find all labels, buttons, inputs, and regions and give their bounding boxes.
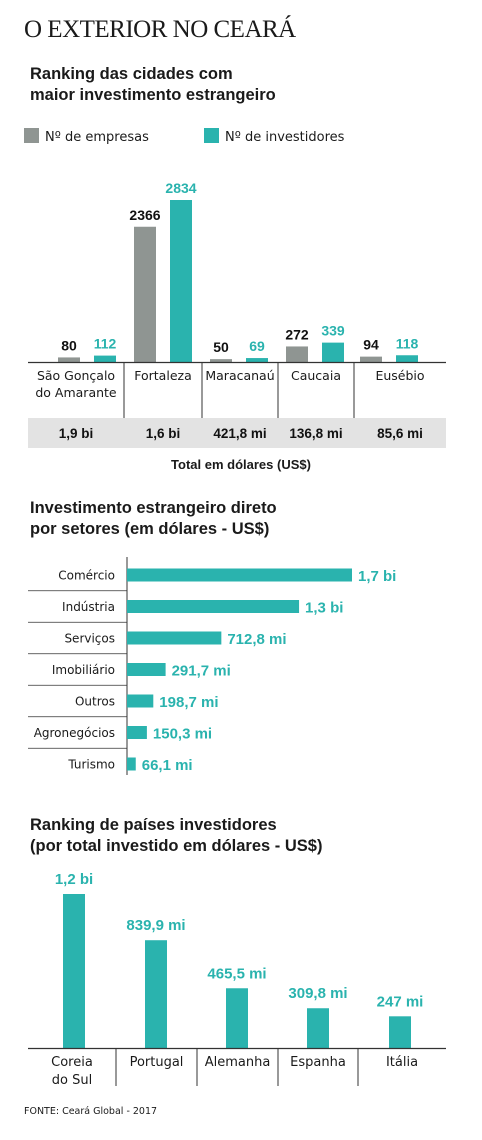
chart3-title: Ranking de países investidores (por tota… [30, 815, 322, 857]
bar-empresas [360, 356, 382, 362]
legend-item-investidores: Nº de investidores [204, 128, 344, 145]
sector-bar [127, 726, 147, 739]
country-bar [226, 988, 248, 1048]
total-value: 421,8 mi [213, 426, 266, 441]
data-label-investidores: 118 [396, 335, 419, 351]
data-label-investidores: 339 [321, 323, 345, 339]
total-value: 1,6 bi [146, 426, 181, 441]
legend-item-empresas: Nº de empresas [24, 128, 149, 145]
data-label-empresas: 94 [363, 337, 379, 353]
sector-investment-chart: Comércio 1,7 bi Indústria 1,3 bi Serviços 712… [28, 557, 396, 775]
chart3-title-line-2: (por total investido em dólares - US$) [30, 837, 323, 855]
country-label: Itália [386, 1055, 418, 1070]
sector-label: Indústria [62, 600, 115, 614]
sector-value-label: 1,7 bi [358, 568, 396, 585]
bar-empresas [134, 226, 156, 362]
legend-swatch-gray [24, 128, 39, 143]
legend-label-empresas: Nº de empresas [45, 130, 149, 145]
bar-investidores [322, 342, 344, 362]
country-ranking-chart: 1,2 bi Coreia do Sul 839,9 mi Portugal 465,5 … [28, 871, 446, 1088]
total-value: 85,6 mi [377, 426, 423, 441]
chart1-title-line-2: maior investimento estrangeiro [30, 86, 276, 104]
country-label: Coreia [51, 1055, 93, 1070]
category-label: Eusébio [375, 368, 424, 383]
chart2-title-line-1: Investimento estrangeiro direto [30, 499, 277, 517]
sector-bar [127, 631, 222, 645]
country-value-label: 309,8 mi [288, 985, 347, 1002]
country-label: Espanha [290, 1055, 346, 1070]
page-title: O EXTERIOR NO CEARÁ [24, 16, 296, 43]
country-bar [63, 894, 85, 1048]
chart3-title-line-1: Ranking de países investidores [30, 816, 277, 834]
bar-investidores [94, 355, 116, 362]
legend-swatch-teal [204, 128, 219, 143]
chart2-title-line-2: por setores (em dólares - US$) [30, 520, 270, 538]
sector-label: Imobiliário [52, 663, 115, 677]
city-ranking-chart: 80 112 São Gonçalo do Amarante 2366 2834 Forta… [28, 180, 446, 448]
data-label-empresas: 272 [285, 326, 309, 342]
data-label-empresas: 50 [213, 339, 229, 355]
sector-label: Turismo [67, 758, 115, 772]
country-bar [145, 940, 167, 1048]
sector-label: Comércio [58, 569, 115, 583]
sector-bar [127, 568, 352, 582]
category-label: São Gonçalo [37, 368, 115, 383]
country-bar [389, 1016, 411, 1048]
data-label-investidores: 69 [249, 338, 265, 354]
chart1-title-line-1: Ranking das cidades com [30, 65, 233, 83]
country-label: Portugal [130, 1055, 184, 1070]
country-value-label: 1,2 bi [55, 871, 93, 888]
country-label: do Sul [52, 1073, 92, 1088]
bar-investidores [170, 200, 192, 362]
data-label-investidores: 2834 [165, 180, 196, 196]
bar-empresas [286, 346, 308, 362]
total-value: 136,8 mi [289, 426, 342, 441]
category-label: Caucaia [291, 368, 341, 383]
totals-band [28, 418, 446, 448]
sector-value-label: 150,3 mi [153, 726, 212, 743]
sector-bar [127, 600, 300, 613]
category-label: Fortaleza [134, 368, 191, 383]
category-label: do Amarante [35, 385, 117, 400]
bar-empresas [58, 357, 80, 362]
sector-bar [127, 757, 136, 771]
country-bar [307, 1008, 329, 1048]
sector-value-label: 1,3 bi [305, 600, 343, 617]
bar-investidores [396, 355, 418, 362]
bar-investidores [246, 358, 268, 362]
total-value: 1,9 bi [59, 426, 94, 441]
country-value-label: 247 mi [377, 993, 424, 1010]
chart2-title: Investimento estrangeiro direto por seto… [30, 498, 277, 540]
country-value-label: 839,9 mi [126, 917, 185, 934]
country-label: Alemanha [205, 1055, 271, 1070]
category-label: Maracanaú [205, 368, 274, 383]
chart1-title: Ranking das cidades com maior investimen… [30, 64, 276, 106]
sector-value-label: 712,8 mi [227, 631, 286, 648]
totals-caption: Total em dólares (US$) [171, 457, 311, 472]
sector-label: Outros [75, 695, 115, 709]
source-note: FONTE: Ceará Global - 2017 [24, 1106, 158, 1117]
sector-label: Serviços [64, 632, 115, 646]
sector-bar [127, 663, 166, 676]
data-label-investidores: 112 [94, 336, 117, 352]
sector-value-label: 198,7 mi [159, 694, 218, 711]
bar-empresas [210, 359, 232, 362]
sector-value-label: 291,7 mi [172, 663, 231, 680]
data-label-empresas: 2366 [129, 207, 160, 223]
sector-value-label: 66,1 mi [142, 757, 193, 774]
legend-label-investidores: Nº de investidores [225, 130, 345, 145]
sector-bar [127, 694, 154, 708]
country-value-label: 465,5 mi [207, 965, 266, 982]
sector-label: Agronegócios [34, 726, 115, 740]
data-label-empresas: 80 [61, 337, 77, 353]
